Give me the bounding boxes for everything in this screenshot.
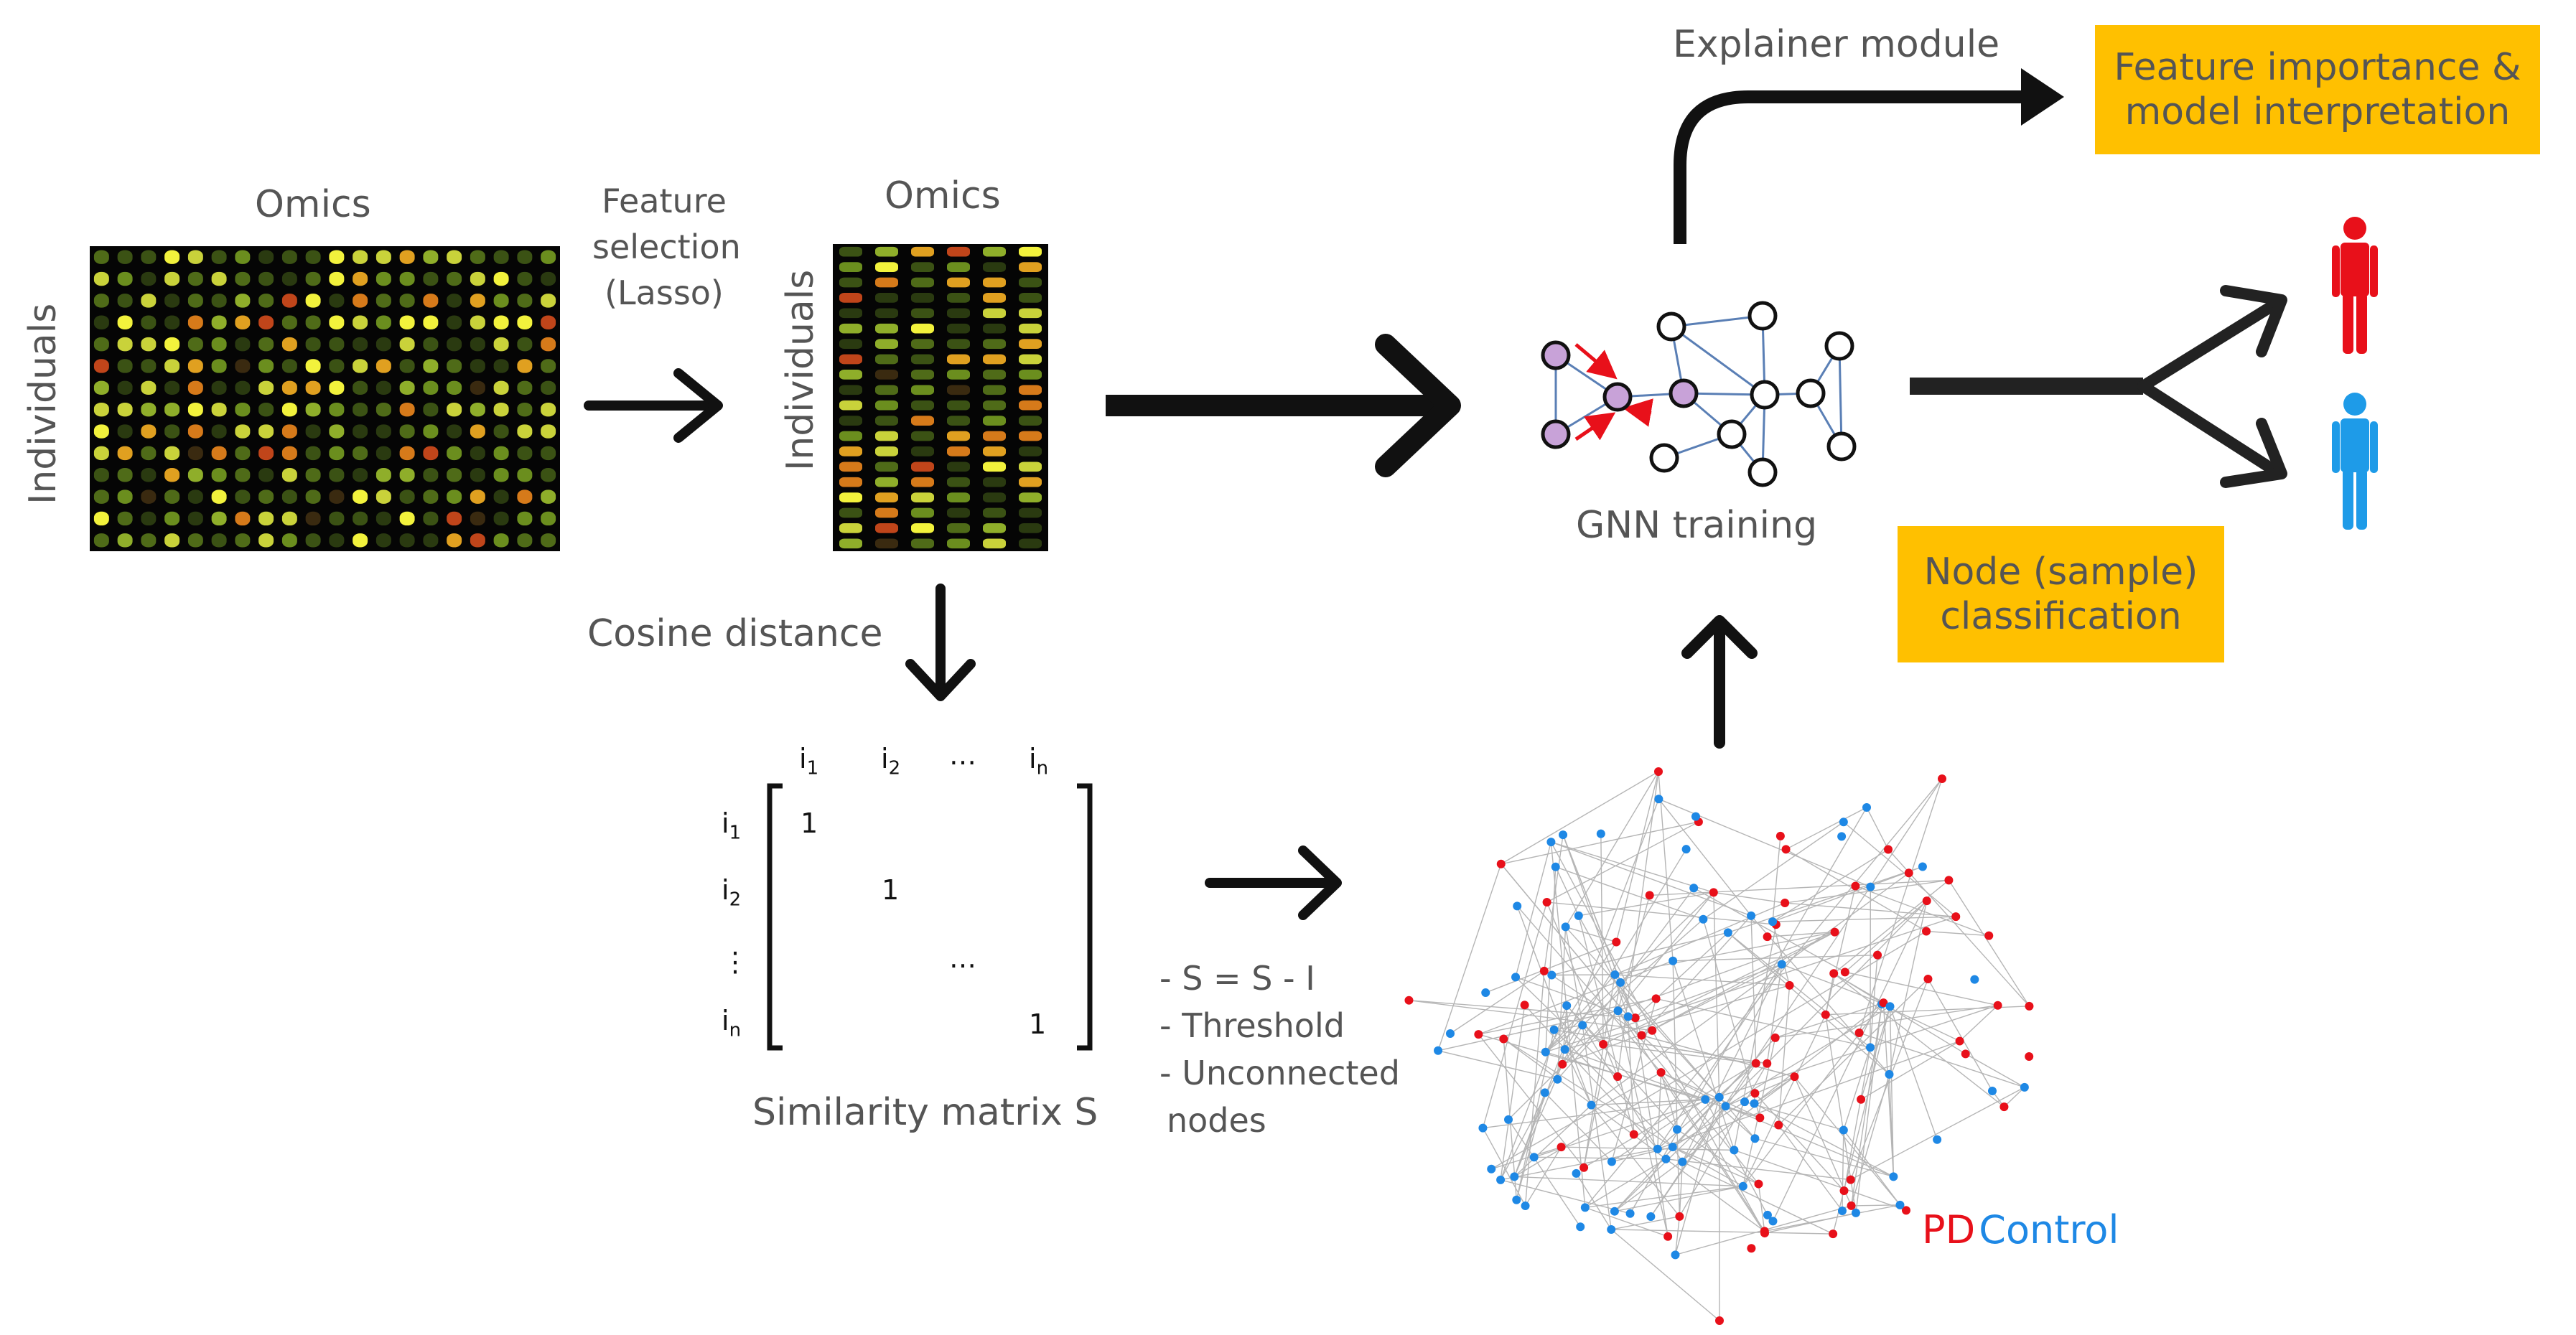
feature-selection-line-2: selection (592, 228, 741, 266)
omics-label-left: Omics (255, 183, 371, 226)
feature-selection-label: Feature selection (Lasso) (592, 178, 741, 316)
arrow-icon (1106, 334, 1461, 477)
feature-selection-line-1: Feature (602, 182, 727, 220)
matrix-brackets (767, 783, 1093, 1051)
matrix-col-header: i2 (881, 743, 901, 779)
node-classification-box: Node (sample) classification (1898, 526, 2224, 662)
step-item: - Unconnected (1159, 1054, 1400, 1092)
matrix-diagonal-value: 1 (801, 807, 818, 839)
explainer-arrow-icon (1674, 68, 2064, 244)
omics-microarray-left-icon (90, 246, 560, 551)
matrix-row-header: ⋮ (722, 946, 749, 978)
network-legend: PD Control (1922, 1207, 2119, 1252)
matrix-row-header: in (722, 1005, 742, 1041)
omics-microarray-right-icon (833, 244, 1048, 551)
feature-importance-box: Feature importance & model interpretatio… (2095, 25, 2540, 154)
similarity-matrix-label: Similarity matrix S (752, 1091, 1098, 1134)
arrow-icon (905, 584, 976, 701)
matrix-diagonal-value: 1 (882, 874, 900, 906)
matrix-row-header: i1 (722, 807, 742, 844)
matrix-diagonal-value: … (949, 942, 976, 974)
matrix-col-header: … (949, 739, 976, 771)
step-item: nodes (1167, 1101, 1266, 1140)
arrow-icon (1681, 615, 1758, 749)
individuals-label-left: Individuals (22, 303, 65, 505)
matrix-diagonal-value: 1 (1029, 1008, 1047, 1040)
network-graph-icon (1404, 767, 2034, 1325)
arrow-icon (1205, 846, 1342, 920)
matrix-col-header: i1 (799, 743, 819, 779)
legend-pd: PD (1922, 1207, 1976, 1252)
gnn-graph-icon (1541, 301, 1857, 487)
gnn-training-label: GNN training (1576, 504, 1818, 547)
person-red-icon (2332, 217, 2378, 354)
node-classification-line-1: Node (sample) (1923, 550, 2198, 594)
explainer-module-label: Explainer module (1673, 23, 2000, 66)
step-item: - Threshold (1159, 1006, 1345, 1045)
legend-control: Control (1979, 1207, 2119, 1252)
matrix-col-header: in (1029, 743, 1049, 779)
steps-list: - S = S - I - Threshold - Unconnected no… (1159, 955, 1400, 1144)
arrow-icon (584, 368, 723, 443)
fork-arrow-icon (1910, 285, 2287, 488)
node-classification-line-2: classification (1940, 595, 2182, 638)
cosine-distance-label: Cosine distance (587, 612, 883, 655)
omics-label-right: Omics (885, 174, 1001, 217)
person-blue-icon (2332, 393, 2378, 530)
matrix-row-header: i2 (722, 874, 742, 911)
step-item: - S = S - I (1159, 959, 1315, 998)
feature-selection-line-3: (Lasso) (605, 273, 724, 312)
feature-importance-line-1: Feature importance & (2114, 45, 2521, 89)
individuals-label-right: Individuals (779, 269, 822, 471)
feature-importance-line-2: model interpretation (2124, 90, 2511, 134)
